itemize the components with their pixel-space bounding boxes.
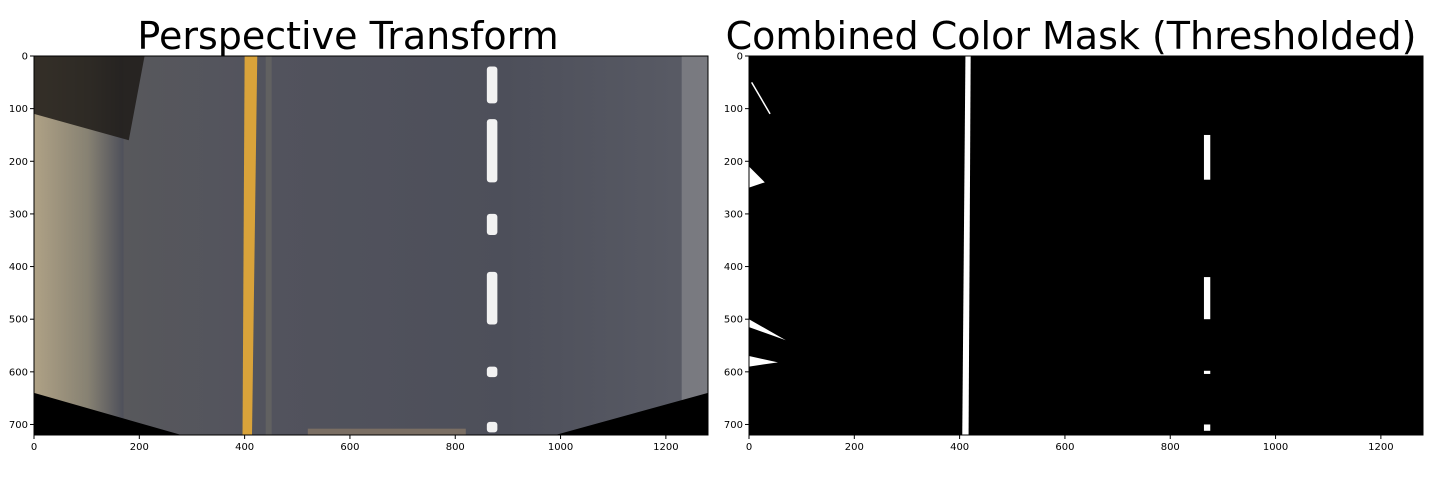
mask-frame (748, 55, 1424, 436)
mask-noise-3 (749, 356, 778, 367)
mask-right-dash-3 (1203, 424, 1211, 431)
mask-noise-1 (749, 166, 765, 188)
mask-ytick: 0 (737, 52, 749, 63)
mask-ytick: 700 (724, 420, 749, 431)
mask-ytick: 100 (724, 104, 749, 115)
mask-xtick-label: 200 (845, 442, 864, 453)
mask-ytick: 500 (724, 315, 749, 326)
perspective-ytick: 700 (9, 420, 34, 431)
perspective-plot: 0 200 400 600 800 1000 1200 0 100 200 300 400 500 600… (9, 52, 709, 453)
white-dash-1 (486, 119, 498, 183)
mask-xtick: 1200 (1368, 435, 1394, 453)
mask-title: Combined Color Mask (Thresholded) (725, 14, 1417, 58)
mask-xtick: 600 (1055, 435, 1074, 453)
mask-ytick-label: 500 (724, 315, 743, 326)
dark-region (34, 56, 145, 141)
perspective-xtick: 0 (31, 435, 37, 453)
perspective-xtick-label: 800 (446, 442, 465, 453)
perspective-panel: Perspective Transform 0 200 400 600 800 1000 1… (9, 14, 709, 453)
perspective-ytick: 600 (9, 367, 34, 378)
white-dash-5 (486, 421, 498, 433)
mask-xtick-label: 0 (746, 442, 752, 453)
road-surface (34, 56, 708, 435)
mask-right-dash-1 (1203, 277, 1211, 320)
perspective-ytick-label: 400 (9, 262, 28, 273)
mask-ytick: 200 (724, 157, 749, 168)
mask-noise-4 (750, 81, 771, 115)
mask-background (749, 56, 1423, 435)
mask-xtick: 400 (950, 435, 969, 453)
mask-xtick-label: 800 (1161, 442, 1180, 453)
perspective-xtick: 1000 (548, 435, 573, 453)
perspective-ytick-label: 200 (9, 157, 28, 168)
mask-ytick-label: 200 (724, 157, 743, 168)
perspective-xtick: 200 (130, 435, 149, 453)
mask-ytick-label: 700 (724, 420, 743, 431)
mask-plot: 0 200 400 600 800 1000 1200 0 100 200 300 400 500 600… (724, 52, 1424, 453)
perspective-xtick-label: 600 (340, 442, 359, 453)
mask-xtick-label: 1000 (1263, 442, 1288, 453)
mask-right-dash-0 (1203, 134, 1211, 180)
mask-noise-2 (749, 319, 786, 341)
left-shoulder (34, 56, 124, 435)
mask-left-line (962, 56, 971, 435)
perspective-ytick: 100 (9, 104, 34, 115)
mask-xtick: 800 (1161, 435, 1180, 453)
perspective-ytick: 500 (9, 315, 34, 326)
white-dash-4 (486, 366, 498, 378)
perspective-xtick: 600 (340, 435, 359, 453)
mask-ytick: 400 (724, 262, 749, 273)
perspective-xtick-label: 1000 (548, 442, 573, 453)
perspective-ytick-label: 600 (9, 367, 28, 378)
mask-panel: Combined Color Mask (Thresholded) 0 200 40… (715, 0, 1435, 504)
perspective-ytick: 300 (9, 209, 34, 220)
white-dash-2 (486, 213, 498, 235)
perspective-ytick-label: 300 (9, 209, 28, 220)
mask-xtick: 0 (746, 435, 752, 453)
white-dash-3 (486, 271, 498, 325)
lane-shadow (265, 56, 272, 435)
mask-ytick: 600 (724, 367, 749, 378)
mask-ytick-label: 0 (737, 52, 743, 63)
right-shoulder (681, 56, 708, 435)
white-dash-0 (486, 66, 498, 104)
perspective-xtick: 400 (235, 435, 254, 453)
mask-ytick-label: 600 (724, 367, 743, 378)
mask-right-dash-2 (1203, 370, 1211, 374)
perspective-xtick: 1200 (653, 435, 679, 453)
mask-xtick: 200 (845, 435, 864, 453)
mask-xtick-label: 600 (1055, 442, 1074, 453)
perspective-ytick-label: 100 (9, 104, 28, 115)
perspective-xtick: 800 (446, 435, 465, 453)
perspective-ytick: 0 (22, 52, 34, 63)
perspective-ytick-label: 700 (9, 420, 28, 431)
perspective-ytick: 200 (9, 157, 34, 168)
perspective-ytick-label: 0 (22, 52, 28, 63)
perspective-frame (33, 55, 709, 436)
mask-xtick-label: 1200 (1368, 442, 1393, 453)
mask-ytick-label: 300 (724, 209, 743, 220)
perspective-xtick-label: 400 (235, 442, 254, 453)
perspective-ytick: 400 (9, 262, 34, 273)
mask-xtick: 1000 (1263, 435, 1288, 453)
car-hood (307, 428, 466, 435)
mask-image (749, 56, 1423, 435)
perspective-ytick-label: 500 (9, 315, 28, 326)
perspective-xtick-label: 1200 (653, 442, 678, 453)
mask-ytick: 300 (724, 209, 749, 220)
mask-ytick-label: 400 (724, 262, 743, 273)
mask-xtick-label: 400 (950, 442, 969, 453)
perspective-title: Perspective Transform (137, 14, 559, 58)
road-image (34, 56, 708, 435)
mask-ytick-label: 100 (724, 104, 743, 115)
yellow-lane-line (242, 56, 258, 435)
perspective-xtick-label: 0 (31, 442, 37, 453)
perspective-xtick-label: 200 (130, 442, 149, 453)
warp-corner-right (555, 392, 708, 435)
warp-corner-left (34, 392, 182, 435)
